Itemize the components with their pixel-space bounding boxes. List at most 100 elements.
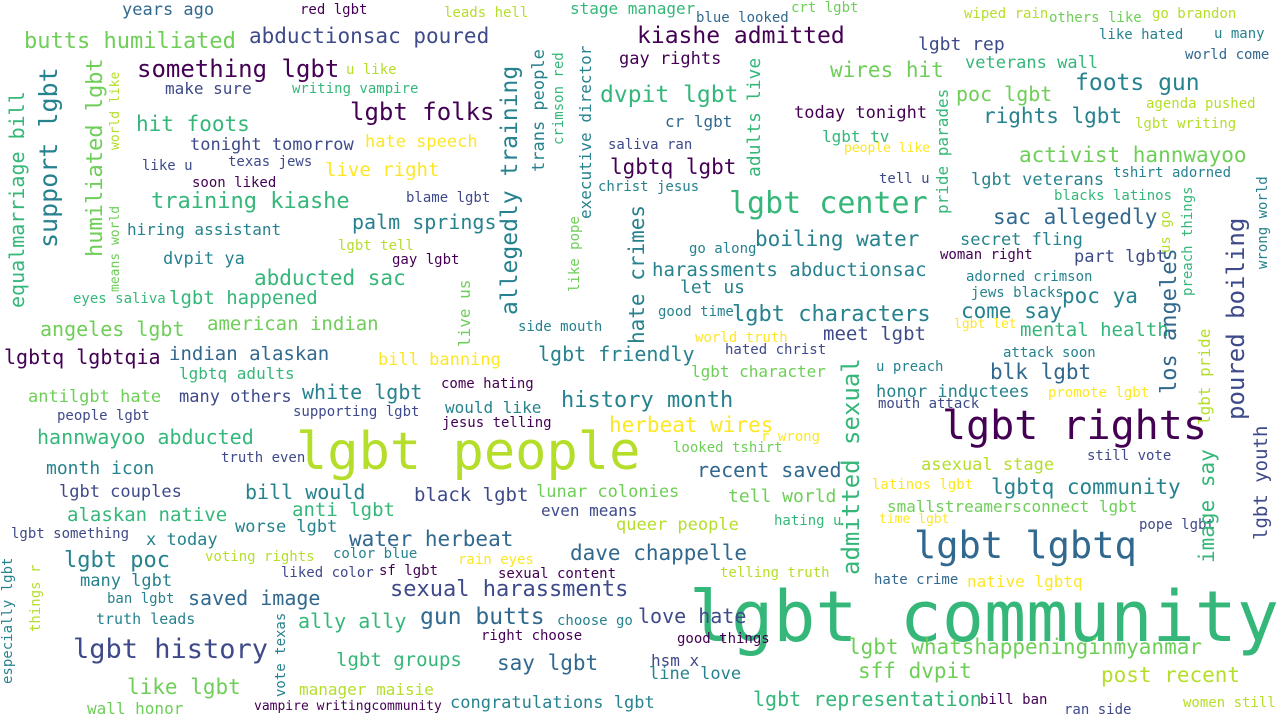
word-lgbt-community: lgbt community — [688, 576, 1279, 658]
word-training-kiashe: training kiashe — [151, 189, 350, 214]
word-tell-world: tell world — [728, 486, 837, 507]
word-say-lgbt: say lgbt — [497, 651, 599, 675]
word-lgbt-let: lgbt let — [954, 317, 1017, 332]
word-rain-eyes: rain eyes — [458, 552, 534, 568]
word-people-like: people like — [844, 141, 931, 156]
word-today-tonight: today tonight — [794, 103, 928, 123]
word-humiliated-lgbt: humiliated lgbt — [83, 58, 108, 257]
word-color-blue: color blue — [333, 546, 418, 562]
word-promote-lgbt: promote lgbt — [1048, 385, 1150, 401]
word-lgbt-rights: lgbt rights — [942, 403, 1207, 449]
word-christ-jesus: christ jesus — [598, 179, 700, 195]
word-u-like: u like — [346, 62, 397, 78]
word-lgbt-veterans: lgbt veterans — [971, 170, 1105, 190]
word-lgbt-character: lgbt character — [691, 362, 826, 381]
word-wrong-world: wrong world — [1255, 176, 1271, 269]
word-asexual-stage: asexual stage — [921, 455, 1055, 475]
word-lgbt-poc: lgbt poc — [64, 548, 170, 573]
word-hannwayoo-abducted: hannwayoo abducted — [37, 425, 254, 449]
word-lgbt-center: lgbt center — [729, 186, 928, 221]
word-lgbt-characters: lgbt characters — [732, 302, 931, 327]
word-rights-lgbt: rights lgbt — [983, 104, 1123, 128]
word-looked-tshirt: looked tshirt — [673, 440, 783, 456]
word-go-along: go along — [689, 241, 757, 257]
word-smallstreamersconnect-lgbt: smallstreamersconnect lgbt — [887, 497, 1138, 516]
word-history-month: history month — [561, 388, 734, 413]
word-secret-fling: secret fling — [960, 230, 1083, 250]
word-woman-right: woman right — [940, 247, 1033, 263]
word-honor-inductees: honor inductees — [876, 382, 1030, 402]
word-saved-image: saved image — [188, 586, 321, 610]
word-gun-butts: gun butts — [420, 604, 545, 630]
word-sf-lgbt: sf lgbt — [379, 563, 439, 579]
word-lgbt-tell: lgbt tell — [338, 238, 414, 254]
word-wiped-rain: wiped rain — [964, 6, 1049, 22]
word-means-world: means world — [108, 205, 123, 292]
word-gay-lgbt: gay lgbt — [392, 252, 460, 268]
word-anti-lgbt: anti lgbt — [292, 499, 395, 521]
word-bill-would: bill would — [245, 480, 366, 504]
word-sac-allegedly: sac allegedly — [993, 205, 1158, 229]
word-voting-rights: voting rights — [205, 549, 315, 565]
word-alaskan-native: alaskan native — [67, 504, 228, 526]
word-world-truth: world truth — [695, 330, 788, 346]
word-executive-director: executive director — [576, 45, 595, 219]
word-herbeat-wires: herbeat wires — [609, 413, 774, 437]
word-x-today: x today — [146, 530, 218, 550]
word-tell-u: tell u — [879, 171, 930, 187]
word-telling-truth: telling truth — [720, 565, 830, 581]
word-congratulations-lgbt: congratulations lgbt — [450, 693, 655, 713]
word-blk-lgbt: blk lgbt — [990, 360, 1092, 384]
word-recent-saved: recent saved — [697, 458, 842, 482]
word-tshirt-adorned: tshirt adorned — [1113, 165, 1232, 181]
word-vote-texas: vote texas — [273, 612, 289, 697]
word-pope-lgbt: pope lgbt — [1139, 517, 1215, 533]
word-indian-alaskan: indian alaskan — [169, 343, 330, 365]
word-hate-speech: hate speech — [365, 132, 478, 152]
word-like-hated: like hated — [1099, 27, 1184, 43]
word-poc-lgbt: poc lgbt — [956, 82, 1053, 106]
word-lgbt-history: lgbt history — [73, 634, 269, 665]
word-allegedly-training: allegedly training — [497, 65, 523, 315]
word-agenda-pushed: agenda pushed — [1146, 96, 1256, 112]
word-saliva-ran: saliva ran — [608, 137, 693, 153]
word-american-indian: american indian — [207, 313, 379, 335]
word-leads-hell: leads hell — [444, 5, 529, 21]
word-mental-health: mental health — [1020, 319, 1169, 341]
word-lgbt-writing: lgbt writing — [1135, 116, 1237, 132]
word-blame-lgbt: blame lgbt — [406, 190, 491, 206]
word-lgbtq-community: lgbtq community — [991, 475, 1181, 499]
word-attack-soon: attack soon — [1003, 345, 1096, 361]
word-admitted-sexual: admitted sexual — [837, 358, 865, 575]
word-jews-blacks: jews blacks — [971, 285, 1064, 301]
word-hated-christ: hated christ — [725, 342, 827, 358]
word-black-lgbt: black lgbt — [414, 484, 529, 506]
word-pride-parades: pride parades — [933, 88, 952, 214]
word-part-lgbt: part lgbt — [1074, 247, 1167, 267]
word-los-angeles: los angeles — [1157, 248, 1182, 394]
word-meet-lgbt: meet lgbt — [823, 323, 926, 345]
word-blacks-latinos: blacks latinos — [1054, 188, 1173, 204]
word-sff-dvpit: sff dvpit — [858, 659, 972, 683]
word-texas-jews: texas jews — [228, 154, 313, 170]
word-good-things: good things — [677, 631, 770, 647]
word-veterans-wall: veterans wall — [965, 53, 1099, 73]
word-line-love: line love — [649, 664, 742, 684]
word-lgbt-lgbtq: lgbt lgbtq — [914, 524, 1137, 567]
word-u-preach: u preach — [876, 359, 944, 375]
word-soon-liked: soon liked — [192, 175, 277, 191]
word-preach-things: preach things — [1180, 186, 1196, 296]
word-women-still: women still — [1183, 695, 1276, 711]
word-lgbtq-lgbtqia: lgbtq lgbtqia — [4, 345, 161, 369]
word-dvpit-lgbt: dvpit lgbt — [600, 82, 739, 108]
word-go-brandon: go brandon — [1152, 6, 1237, 22]
word-truth-even: truth even — [221, 450, 306, 466]
word-lgbt-couples: lgbt couples — [59, 482, 182, 502]
word-month-icon: month icon — [46, 458, 155, 479]
word-like-lgbt: like lgbt — [127, 675, 241, 699]
word-lunar-colonies: lunar colonies — [536, 482, 680, 502]
word-liked-color: liked color — [281, 565, 374, 581]
word-truth-leads: truth leads — [96, 610, 196, 628]
word-support-lgbt: support lgbt — [34, 67, 63, 248]
word-wall-honor: wall honor — [87, 699, 184, 718]
